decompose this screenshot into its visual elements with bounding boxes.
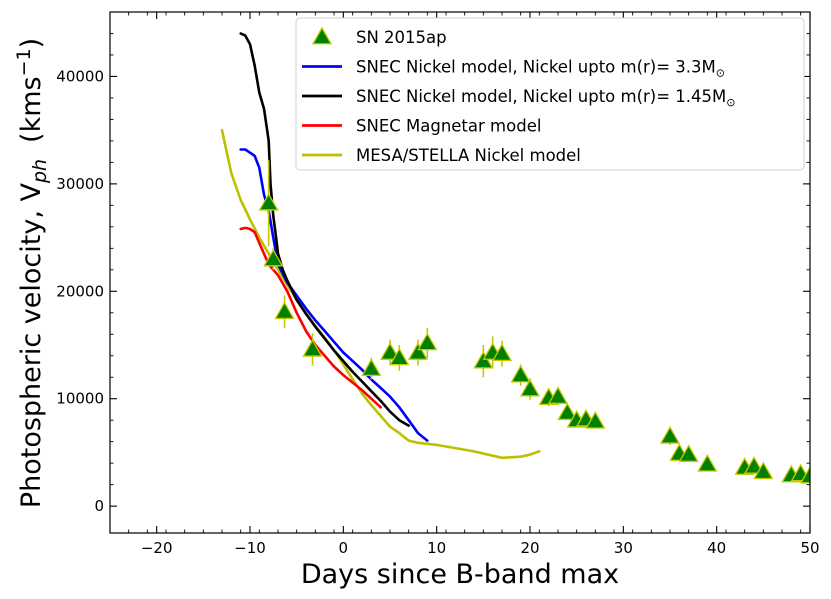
legend-label-text: SNEC Nickel model, Nickel upto m(r)= 1.4…: [356, 87, 726, 106]
y-tick-label: 0: [94, 497, 104, 515]
y-tick-label: 20000: [56, 282, 104, 300]
legend-label-text: MESA/STELLA Nickel model: [356, 146, 581, 165]
obs-point: [258, 192, 279, 211]
legend-label-text: SNEC Magnetar model: [356, 117, 541, 136]
x-tick-label: 20: [520, 539, 539, 557]
obs-point: [491, 343, 513, 362]
obs-point: [302, 338, 323, 357]
obs-point: [697, 453, 718, 472]
x-tick-label: 50: [800, 539, 819, 557]
legend-label-sub: ⊙: [716, 67, 725, 80]
obs-point: [510, 364, 531, 383]
x-tick-label: 30: [614, 539, 633, 557]
legend-entries: SN 2015ap SNEC Nickel model, Nickel upto …: [302, 26, 736, 165]
data-marks: [220, 32, 810, 484]
obs-point: [473, 350, 494, 369]
obs-point: [678, 444, 699, 462]
x-tick-label: 0: [339, 539, 349, 557]
obs-point: [585, 410, 606, 429]
legend-label-text: SN 2015ap: [356, 28, 447, 47]
series-line-1: [239, 32, 411, 427]
legend-box: [295, 17, 805, 171]
obs-point: [743, 456, 765, 474]
y-tick-label: 40000: [56, 67, 104, 85]
x-axis-label: Days since B-band max: [301, 559, 619, 590]
obs-point: [799, 465, 810, 484]
legend-label: MESA/STELLA Nickel model: [356, 146, 581, 165]
series-line-0: [239, 148, 429, 442]
y-axis-label-exp: −1: [13, 48, 35, 76]
obs-point: [753, 461, 774, 480]
obs-point: [274, 301, 295, 320]
legend-marker-obs: [311, 26, 333, 45]
plot-area: [220, 32, 810, 484]
legend: SN 2015ap SNEC Nickel model, Nickel upto …: [295, 17, 805, 171]
obs-point: [263, 248, 284, 267]
obs-point: [389, 347, 410, 366]
y-tick-label: 10000: [56, 390, 104, 408]
y-axis-label: Photospheric velocity, Vph (kms−1): [13, 38, 51, 508]
legend-label: SNEC Nickel model, Nickel upto m(r)= 1.4…: [356, 87, 736, 109]
plot-frame: [109, 11, 811, 534]
y-axis-label-main: Photospheric velocity, V: [16, 183, 47, 509]
legend-label-sub: ⊙: [726, 96, 735, 109]
legend-label-text: SNEC Nickel model, Nickel upto m(r)= 3.3…: [356, 58, 716, 77]
obs-point: [519, 378, 541, 397]
series-line-2: [239, 226, 383, 409]
obs-point: [547, 386, 569, 404]
legend-label: SNEC Nickel model, Nickel upto m(r)= 3.3…: [356, 58, 725, 80]
series-line-3: [220, 128, 541, 460]
obs-point: [361, 358, 382, 377]
y-axis-label-close: ): [16, 38, 47, 49]
obs-point: [659, 426, 681, 444]
x-tick-label: 10: [427, 539, 446, 557]
x-tick-label: −20: [141, 539, 173, 557]
y-axis-label-sub: ph: [29, 159, 51, 184]
obs-point: [417, 332, 438, 351]
axis-ticks: −20 −10 0 10 20 30 40 50 0 10000 20000 30000 40000: [56, 12, 820, 557]
y-tick-label: 30000: [56, 175, 104, 193]
obs-point: [407, 342, 429, 360]
x-tick-label: 40: [707, 539, 726, 557]
y-axis-label-unit: (kms: [16, 76, 47, 143]
legend-label: SN 2015ap: [356, 28, 447, 47]
x-tick-label: −10: [234, 539, 266, 557]
obs-point: [557, 402, 578, 421]
obs-point: [379, 342, 401, 360]
legend-label: SNEC Magnetar model: [356, 117, 541, 136]
